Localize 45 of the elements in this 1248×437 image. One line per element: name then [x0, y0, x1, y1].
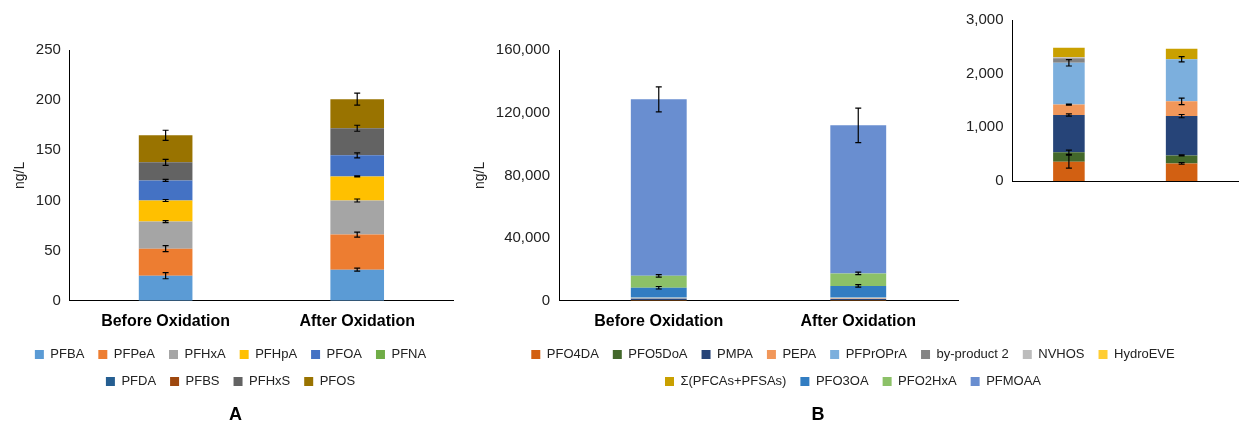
y-axis-title: ng/L [471, 161, 488, 190]
y-tick-label: 100 [35, 190, 61, 208]
y-tick-label: 0 [541, 290, 551, 308]
legend-label: PFO2HxA [898, 373, 957, 389]
legend-label: PFHxA [184, 346, 226, 362]
y-tick-label: 0 [995, 171, 1004, 189]
legend-label: PFHpA [255, 346, 298, 362]
legend-label: Σ(PFCAs+PFSAs) [680, 373, 787, 389]
legend-label: PFHxS [249, 373, 291, 389]
legend-label: PFOS [319, 373, 356, 389]
y-tick-label: 2,000 [965, 63, 1004, 81]
legend-label: PFPeA [113, 346, 156, 362]
legend-label: PFBS [185, 373, 220, 389]
legend-label: PFNA [391, 346, 427, 362]
x-tick-label: After Oxidation [299, 311, 415, 329]
y-tick-label: 3,000 [965, 10, 1004, 28]
y-tick-label: 1,000 [965, 117, 1004, 135]
legend-label: PFO5DoA [628, 346, 688, 362]
y-axis-title: ng/L [11, 161, 28, 190]
legend-label: PFPrOPrA [845, 346, 908, 362]
legend-label: NVHOS [1038, 346, 1085, 362]
y-tick-label: 200 [35, 90, 61, 108]
y-tick-label: 250 [35, 40, 61, 58]
y-tick-label: 0 [52, 290, 61, 308]
text: B [810, 404, 826, 425]
legend-label: PFDA [121, 373, 157, 389]
y-tick-label: 50 [44, 240, 61, 258]
legend-label: PEPA [782, 346, 817, 362]
legend-label: PFO3OA [815, 373, 869, 389]
legend-label: PFO4DA [546, 346, 600, 362]
text: A [228, 404, 243, 425]
y-tick-label: 120,000 [495, 102, 551, 120]
x-tick-label: Before Oxidation [101, 311, 231, 329]
y-tick-label: 150 [35, 140, 61, 158]
legend-label: PMPA [717, 346, 754, 362]
legend-label: PFBA [50, 346, 85, 362]
y-tick-label: 160,000 [495, 40, 551, 58]
y-tick-label: 80,000 [504, 165, 551, 183]
x-tick-label: After Oxidation [800, 311, 917, 329]
legend-label: PFMOAA [986, 373, 1042, 389]
y-tick-label: 40,000 [504, 228, 551, 246]
legend-label: PFOA [326, 346, 363, 362]
x-tick-label: Before Oxidation [594, 311, 724, 329]
legend-label: HydroEVE [1114, 346, 1176, 362]
legend-label: by-product 2 [936, 346, 1009, 362]
